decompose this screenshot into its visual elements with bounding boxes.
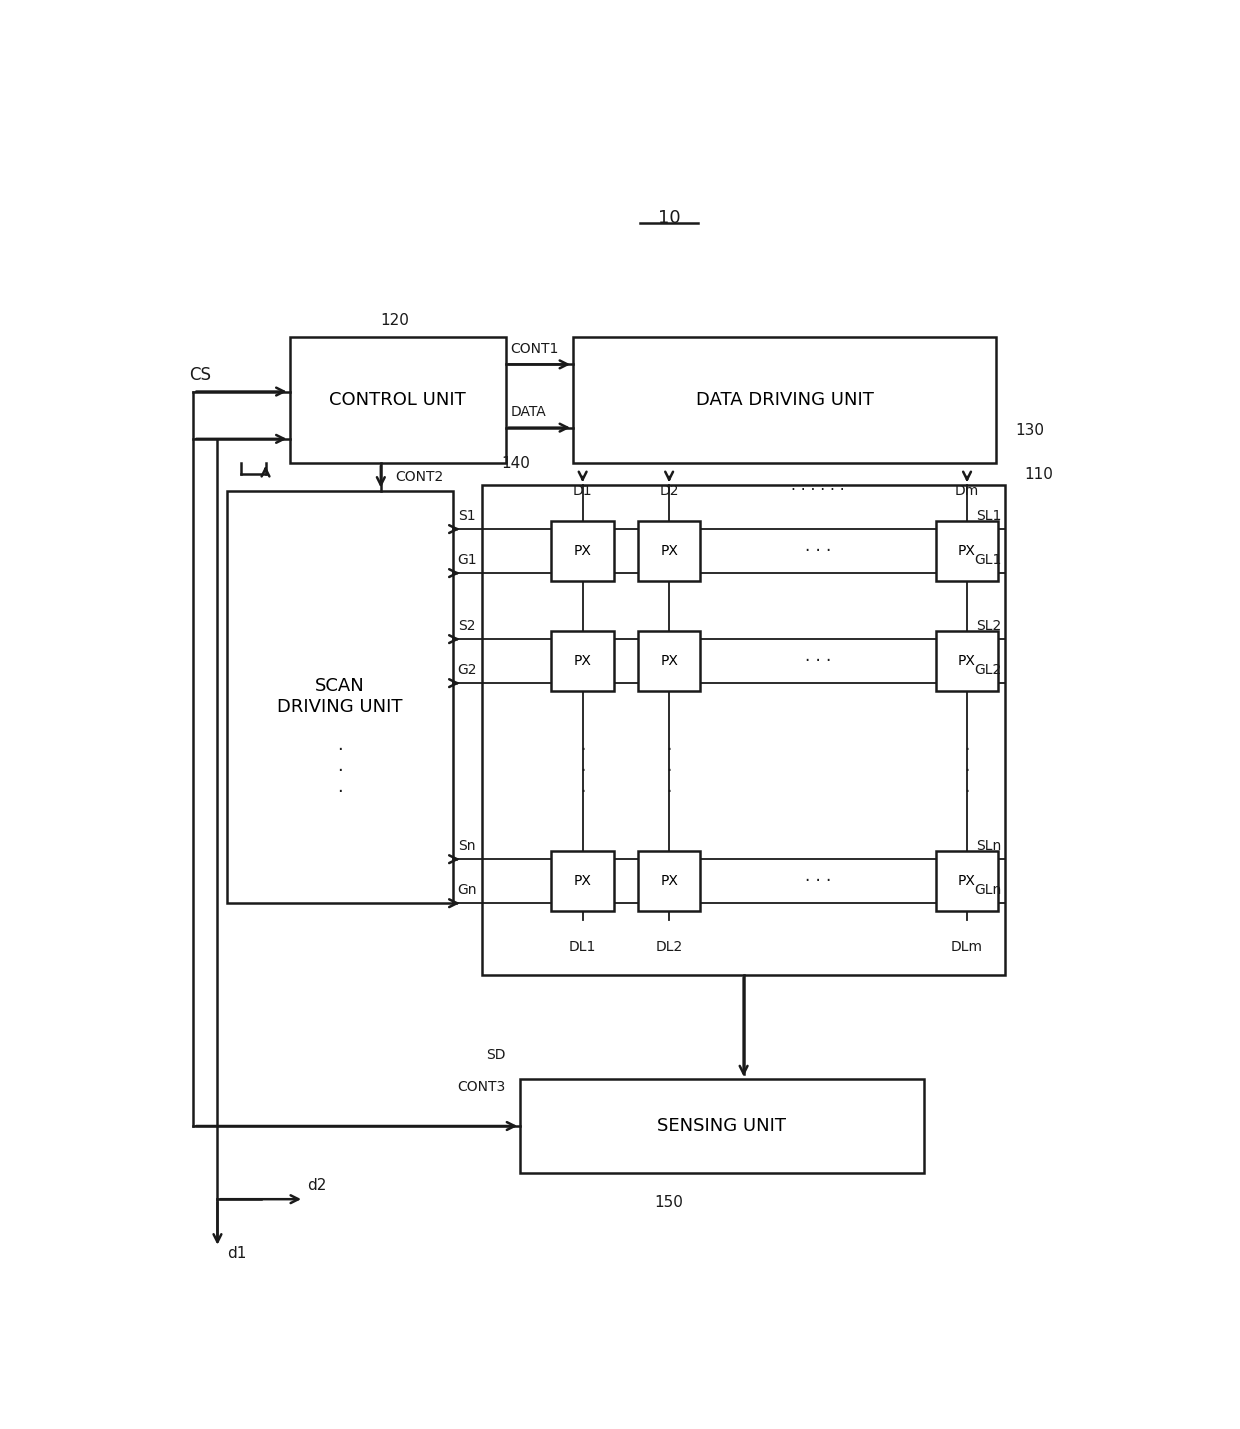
Text: PX: PX <box>959 654 976 669</box>
Bar <box>936 850 998 912</box>
Text: CONT2: CONT2 <box>396 470 444 484</box>
Text: CONT1: CONT1 <box>511 342 559 356</box>
Text: SLn: SLn <box>976 839 1002 853</box>
Text: CONTROL UNIT: CONTROL UNIT <box>330 390 466 409</box>
Text: G2: G2 <box>458 663 477 677</box>
Bar <box>637 850 701 912</box>
Text: Sn: Sn <box>458 839 475 853</box>
Bar <box>290 337 506 463</box>
Text: GL2: GL2 <box>975 663 1002 677</box>
Text: PX: PX <box>959 544 976 559</box>
Text: 150: 150 <box>655 1195 683 1210</box>
Text: PX: PX <box>574 654 591 669</box>
Text: DL1: DL1 <box>569 940 596 955</box>
Text: 130: 130 <box>1016 423 1044 437</box>
Text: DATA: DATA <box>511 406 547 419</box>
Bar <box>936 520 998 582</box>
Text: ·
·
·: · · · <box>965 742 970 802</box>
Text: D2: D2 <box>660 483 678 497</box>
Text: D1: D1 <box>573 483 593 497</box>
Text: ·
·
·: · · · <box>337 742 343 802</box>
Text: PX: PX <box>574 544 591 559</box>
Text: ·
·
·: · · · <box>580 742 585 802</box>
Text: 10: 10 <box>658 209 681 227</box>
Bar <box>936 630 998 692</box>
Text: PX: PX <box>660 875 678 889</box>
Bar <box>637 520 701 582</box>
Text: DATA DRIVING UNIT: DATA DRIVING UNIT <box>696 390 873 409</box>
Text: Gn: Gn <box>458 883 477 897</box>
Text: Dm: Dm <box>955 483 980 497</box>
Text: 140: 140 <box>501 456 529 470</box>
Text: DL2: DL2 <box>656 940 683 955</box>
Text: CONT3: CONT3 <box>458 1080 506 1095</box>
Bar <box>637 630 701 692</box>
Text: PX: PX <box>660 544 678 559</box>
Text: S1: S1 <box>458 509 475 523</box>
Bar <box>227 490 453 903</box>
Text: d2: d2 <box>306 1179 326 1193</box>
Text: 120: 120 <box>381 313 409 327</box>
Text: SL1: SL1 <box>976 509 1002 523</box>
Text: G1: G1 <box>458 553 477 567</box>
Text: SENSING UNIT: SENSING UNIT <box>657 1117 786 1135</box>
Text: · · ·: · · · <box>805 652 831 670</box>
Text: 110: 110 <box>1024 467 1054 482</box>
Bar <box>552 630 614 692</box>
Bar <box>521 1079 924 1173</box>
Text: · · ·: · · · <box>805 542 831 560</box>
Bar <box>552 520 614 582</box>
Bar <box>481 484 1006 975</box>
Text: GL1: GL1 <box>975 553 1002 567</box>
Text: CS: CS <box>188 366 211 384</box>
Text: PX: PX <box>660 654 678 669</box>
Bar <box>552 850 614 912</box>
Text: PX: PX <box>959 875 976 889</box>
Text: S2: S2 <box>458 619 475 633</box>
Text: PX: PX <box>574 875 591 889</box>
Text: SL2: SL2 <box>976 619 1002 633</box>
Text: SD: SD <box>486 1047 506 1062</box>
Bar <box>573 337 996 463</box>
Text: d1: d1 <box>227 1246 247 1260</box>
Text: · · · · · ·: · · · · · · <box>791 483 844 499</box>
Text: ·
·
·: · · · <box>667 742 672 802</box>
Text: DLm: DLm <box>951 940 983 955</box>
Text: GLn: GLn <box>975 883 1002 897</box>
Text: SCAN
DRIVING UNIT: SCAN DRIVING UNIT <box>278 677 403 716</box>
Text: · · ·: · · · <box>805 872 831 890</box>
